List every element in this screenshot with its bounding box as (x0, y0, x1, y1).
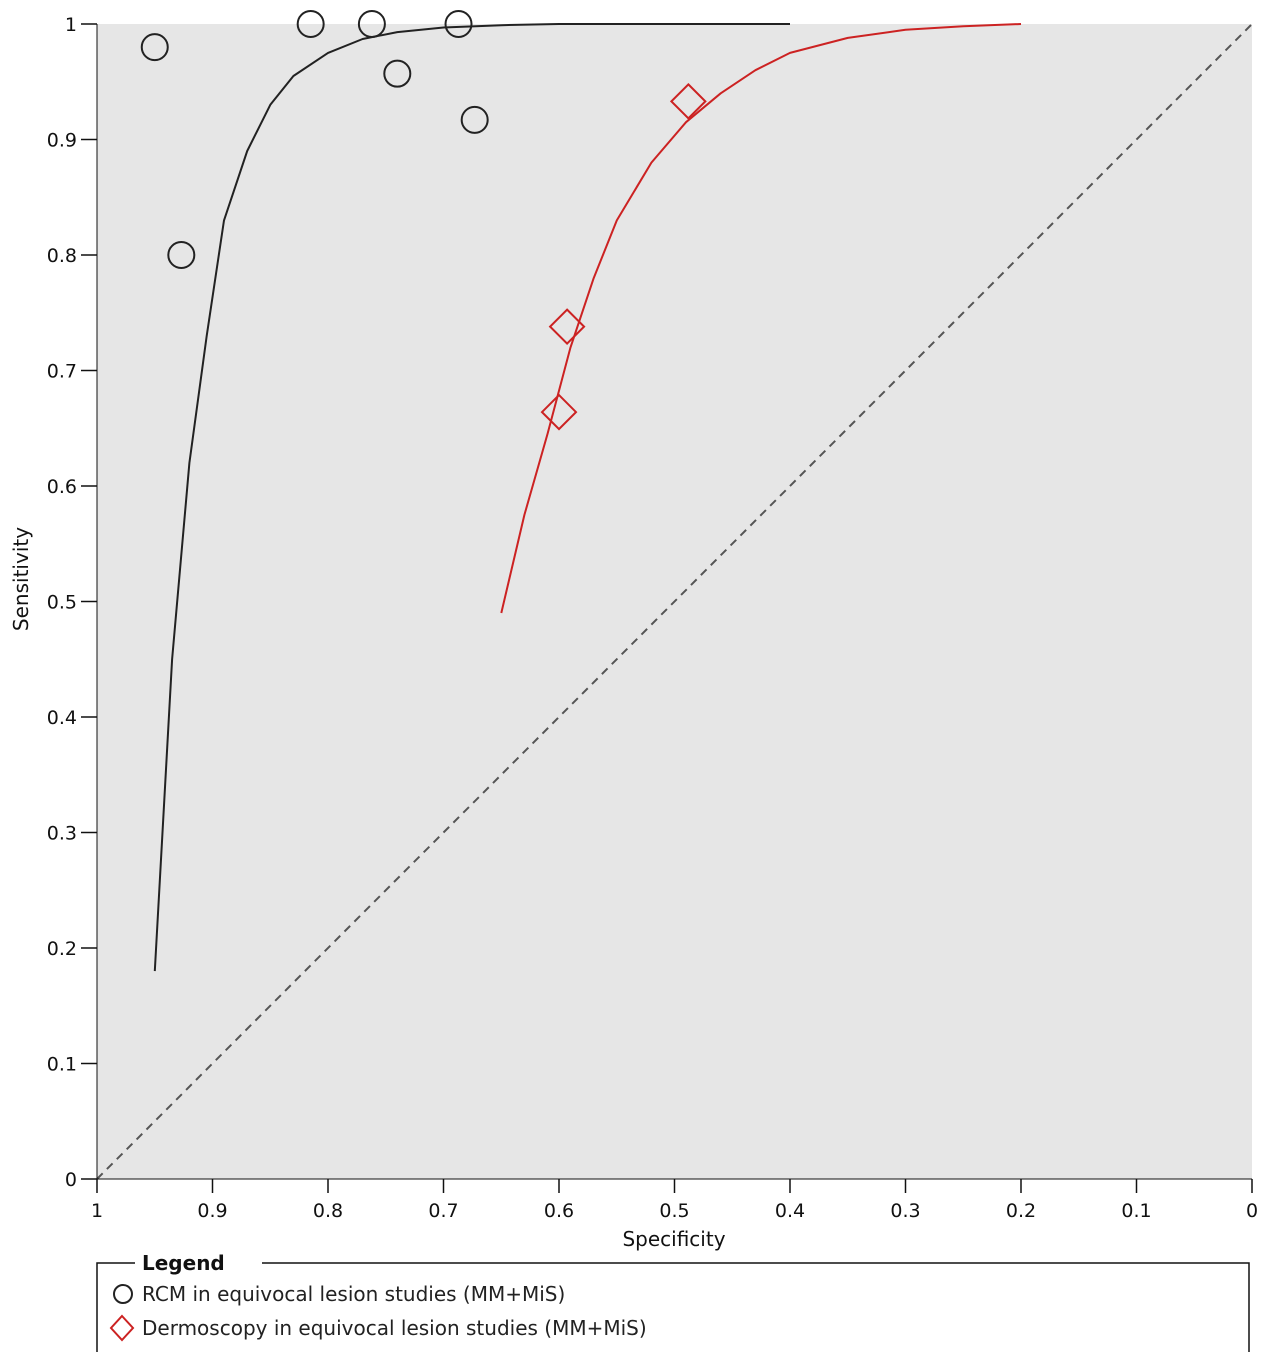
y-tick-label: 0.6 (47, 476, 77, 498)
y-tick-label: 0.1 (47, 1054, 77, 1076)
legend-diamond-icon (109, 1314, 135, 1342)
x-tick-label: 0.3 (890, 1200, 920, 1222)
study-points (140, 10, 707, 431)
x-ticks: 1 0.9 0.8 0.7 0.6 0.5 0.4 0.3 0.2 0.1 0 (91, 1179, 1258, 1222)
y-tick-label: 0.9 (47, 130, 77, 152)
legend: Legend RCM in equivocal lesion studies (… (96, 1251, 1250, 1352)
x-tick-label: 0.1 (1121, 1200, 1151, 1222)
x-tick-label: 0.7 (428, 1200, 458, 1222)
study-point-circle (167, 241, 196, 269)
y-tick-label: 0.5 (47, 592, 77, 614)
study-point-circle (296, 10, 325, 38)
sroc-curve-1 (500, 23, 1022, 614)
legend-box (96, 1262, 1250, 1352)
x-tick-label: 0 (1246, 1200, 1258, 1222)
x-tick-label: 0.2 (1006, 1200, 1036, 1222)
x-tick-label: 0.4 (775, 1200, 805, 1222)
diagonal-reference-line (96, 23, 1253, 1180)
legend-label-dermoscopy: Dermoscopy in equivocal lesion studies (… (142, 1316, 647, 1340)
sroc-curves (153, 23, 1022, 972)
y-tick-label: 0.7 (47, 361, 77, 383)
y-tick-label: 0 (65, 1169, 77, 1191)
study-point-circle (383, 59, 412, 88)
y-tick-label: 0.4 (47, 707, 77, 729)
legend-circle-icon (113, 1284, 133, 1304)
y-tick-label: 0.3 (47, 823, 77, 845)
y-ticks: 0 0.1 0.2 0.3 0.4 0.5 0.6 0.7 0.8 0.9 1 (47, 14, 97, 1191)
sroc-curve-0 (153, 23, 790, 972)
y-tick-label: 0.8 (47, 245, 77, 267)
study-point-diamond (548, 308, 586, 346)
x-tick-label: 0.8 (313, 1200, 343, 1222)
x-tick-label: 0.9 (197, 1200, 227, 1222)
y-axis-title: Sensitivity (9, 527, 33, 631)
x-tick-label: 0.6 (544, 1200, 574, 1222)
legend-title: Legend (142, 1251, 225, 1275)
y-tick-label: 1 (65, 14, 77, 36)
study-point-circle (444, 10, 473, 38)
x-axis-title: Specificity (622, 1227, 725, 1251)
study-point-circle (357, 10, 386, 38)
legend-label-rcm: RCM in equivocal lesion studies (MM+MiS) (142, 1282, 565, 1306)
x-tick-label: 0.5 (659, 1200, 689, 1222)
study-point-circle (460, 105, 489, 134)
study-point-diamond (540, 393, 578, 431)
study-point-circle (140, 33, 169, 62)
study-point-diamond (669, 82, 707, 120)
y-tick-label: 0.2 (47, 938, 77, 960)
x-tick-label: 1 (91, 1200, 103, 1222)
